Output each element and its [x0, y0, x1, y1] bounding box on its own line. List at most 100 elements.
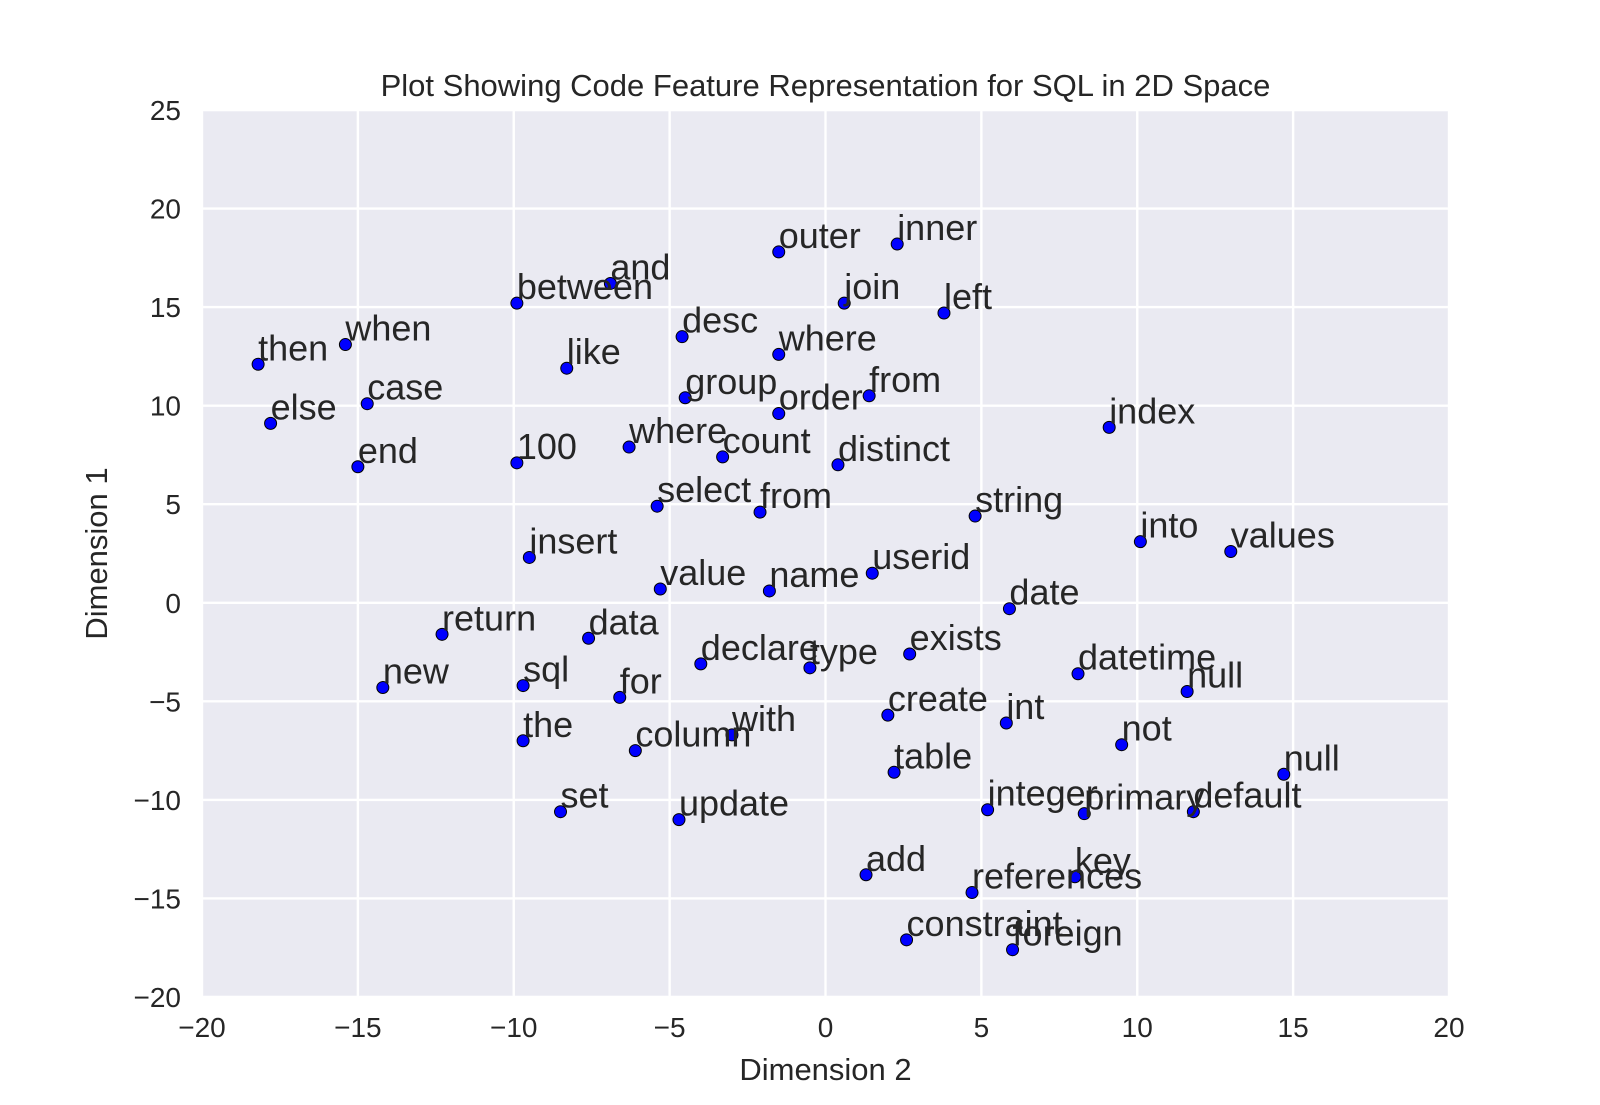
point-label: inner [897, 207, 977, 248]
point-label: add [866, 838, 926, 879]
point-label: select [657, 469, 751, 510]
scatter-point [981, 803, 995, 817]
scatter-point [716, 450, 730, 464]
point-label: else [271, 386, 337, 427]
scatter-point [859, 868, 873, 882]
point-label: type [810, 631, 878, 672]
scatter-point [1102, 420, 1116, 434]
scatter-point [837, 296, 851, 310]
point-label: default [1193, 775, 1301, 816]
scatter-point [1224, 545, 1238, 559]
point-label: int [1006, 686, 1044, 727]
point-label: return [442, 597, 536, 638]
scatter-point [628, 744, 642, 758]
point-label: not [1122, 708, 1172, 749]
scatter-point [516, 679, 530, 693]
scatter-point [762, 584, 776, 598]
point-label: new [383, 651, 450, 692]
x-tick-label: 10 [1122, 1012, 1153, 1043]
point-label: set [561, 775, 609, 816]
point-label: group [685, 361, 777, 402]
point-label: case [367, 367, 443, 408]
scatter-point [965, 886, 979, 900]
scatter-point [1002, 602, 1016, 616]
scatter-point [510, 456, 524, 470]
point-label: table [894, 735, 972, 776]
scatter-point [1077, 807, 1091, 821]
scatter-point [675, 330, 689, 344]
scatter-point [1071, 667, 1085, 681]
point-label: for [620, 660, 662, 701]
x-tick-label: 5 [974, 1012, 990, 1043]
scatter-point [516, 734, 530, 748]
scatter-point [1133, 535, 1147, 549]
scatter-point [881, 708, 895, 722]
y-tick-label: −10 [134, 785, 182, 816]
scatter-point [694, 657, 708, 671]
point-label: 100 [517, 426, 577, 467]
x-tick-label: −10 [490, 1012, 538, 1043]
scatter-point [831, 458, 845, 472]
scatter-point [772, 407, 786, 421]
point-label: when [344, 308, 431, 349]
scatter-point [725, 728, 739, 742]
point-label: between [517, 266, 653, 307]
x-tick-label: 0 [818, 1012, 834, 1043]
scatter-point [338, 338, 352, 352]
point-label: from [760, 475, 832, 516]
point-label: key [1075, 840, 1131, 881]
point-label: join [843, 266, 900, 307]
scatter-point [772, 347, 786, 361]
point-label: the [523, 704, 573, 745]
point-label: count [723, 420, 811, 461]
y-tick-label: −5 [149, 686, 181, 717]
scatter-point [435, 627, 449, 641]
point-label: primary [1084, 777, 1204, 818]
scatter-point [510, 296, 524, 310]
point-label: order [779, 377, 863, 418]
point-label: end [358, 430, 418, 471]
scatter-point [1115, 738, 1129, 752]
point-label: value [660, 552, 746, 593]
scatter-point [937, 306, 951, 320]
point-label: sql [523, 649, 569, 690]
data-points [251, 237, 1291, 957]
grid-lines [200, 108, 1451, 999]
scatter-point [672, 813, 686, 827]
scatter-point [582, 631, 596, 645]
y-tick-label: 20 [150, 194, 181, 225]
point-label: data [589, 601, 660, 642]
scatter-point [1006, 943, 1020, 957]
scatter-point [653, 582, 667, 596]
point-label: insert [529, 520, 617, 561]
point-label: values [1231, 515, 1335, 556]
scatter-point [1068, 870, 1082, 884]
scatter-point [522, 550, 536, 564]
point-label: exists [910, 617, 1002, 658]
scatter-point [351, 460, 365, 474]
scatter-point [360, 397, 374, 411]
point-label: then [258, 327, 328, 368]
point-label: with [731, 698, 796, 739]
point-label: string [975, 479, 1063, 520]
point-label: index [1109, 390, 1195, 431]
scatter-point [650, 499, 664, 513]
point-label: column [635, 714, 751, 755]
point-label: into [1140, 505, 1198, 546]
scatter-point [999, 716, 1013, 730]
scatter-point [903, 647, 917, 661]
point-label: null [1284, 737, 1340, 778]
scatter-point [803, 661, 817, 675]
point-label: desc [682, 300, 758, 341]
scatter-point [887, 765, 901, 779]
scatter-point [622, 440, 636, 454]
x-tick-label: 15 [1278, 1012, 1309, 1043]
x-tick-label: 20 [1433, 1012, 1464, 1043]
scatter-point [772, 245, 786, 259]
scatter-point [554, 805, 568, 819]
scatter-point [560, 361, 574, 375]
point-label: distinct [838, 428, 950, 469]
scatter-point [862, 389, 876, 403]
point-label: datetime [1078, 637, 1216, 678]
